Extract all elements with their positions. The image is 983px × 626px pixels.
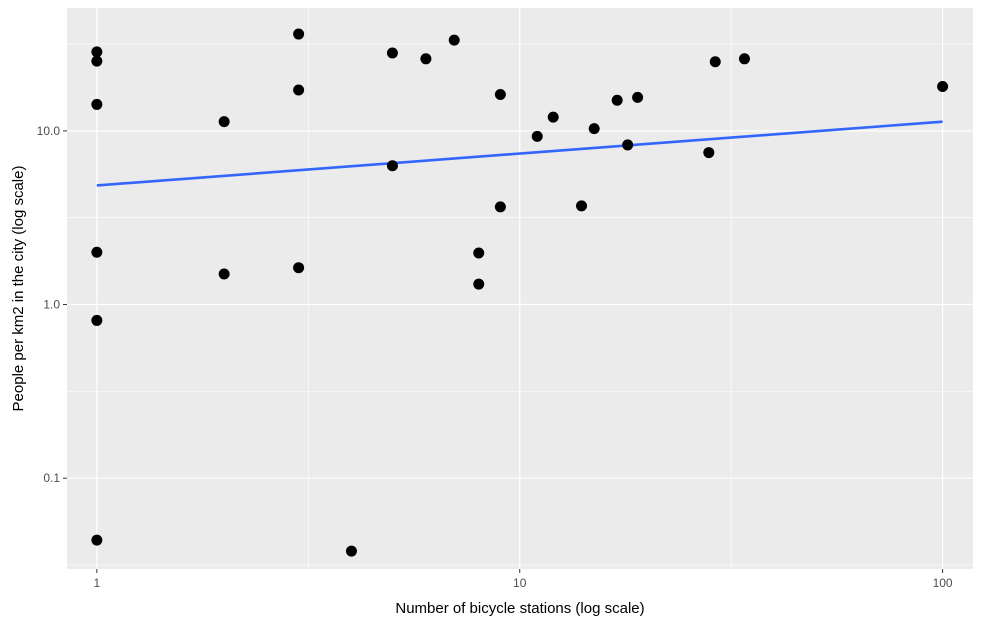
data-point [345,545,357,557]
y-axis-title: People per km2 in the city (log scale) [10,166,27,412]
y-tick-label: 10.0 [37,124,61,138]
data-point [937,81,949,93]
data-point [632,91,644,103]
data-point [91,534,103,546]
data-point [588,123,600,135]
data-point [494,201,506,213]
data-point [218,116,230,128]
data-point [531,130,543,142]
y-tick-label: 0.1 [43,471,60,485]
data-point [709,56,721,68]
data-point [91,314,103,326]
x-tick-label: 1 [94,576,101,590]
data-points [91,28,949,557]
x-tick-label: 10 [513,576,527,590]
data-point [473,278,485,290]
data-point [420,53,432,65]
data-point [91,246,103,258]
data-point [293,28,305,40]
data-point [703,147,715,159]
data-point [494,88,506,100]
data-point [91,98,103,110]
data-point [611,94,623,106]
data-point [386,47,398,59]
data-point [91,46,103,58]
data-point [547,111,559,123]
data-point [473,247,485,259]
x-tick-label: 100 [933,576,953,590]
data-point [738,53,750,65]
trend-line [96,120,943,187]
data-point [91,55,103,67]
data-point [293,84,305,96]
trend-line-group [96,120,943,187]
data-point [622,139,634,151]
data-point [293,262,305,274]
data-point [576,200,588,212]
data-point [448,34,460,46]
data-point [386,160,398,172]
x-axis-title: Number of bicycle stations (log scale) [395,600,644,617]
x-axis-ticks: 1 10 100 [94,569,953,590]
data-point [218,268,230,280]
y-axis-ticks: 0.1 1.0 10.0 [37,124,67,485]
y-tick-label: 1.0 [43,298,60,312]
